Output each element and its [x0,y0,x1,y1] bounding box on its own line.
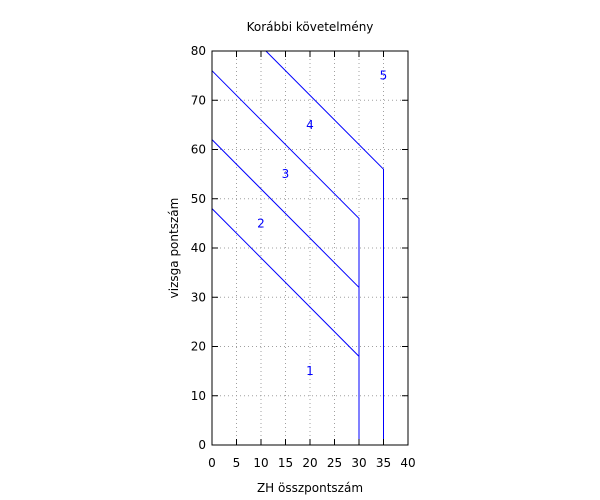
boundary-line-3 [211,70,360,445]
y-tick-label: 50 [191,192,206,206]
x-tick-label: 30 [351,456,366,470]
x-axis-label: ZH összpontszám [257,481,363,495]
y-tick-label: 70 [191,93,206,107]
grade-labels: 1 2 3 4 5 [257,69,387,379]
y-tick-label: 40 [191,241,206,255]
grade-label-4: 4 [306,118,314,132]
boundary-line-1 [211,208,360,445]
grid-lines [212,51,408,445]
x-tick-label: 20 [302,456,317,470]
y-tick-label: 60 [191,143,206,157]
y-tick-label: 80 [191,44,206,58]
x-tick-label: 40 [400,456,415,470]
chart-title: Korábbi követelmény [247,20,374,34]
y-tick-label: 0 [198,438,206,452]
x-tick-label: 35 [376,456,391,470]
x-tick-label: 10 [253,456,268,470]
grade-label-5: 5 [380,69,388,83]
x-tick-label: 5 [233,456,241,470]
grade-label-3: 3 [282,167,290,181]
y-tick-label: 20 [191,340,206,354]
series-lines [211,50,384,445]
x-tick-label: 0 [208,456,216,470]
grade-label-2: 2 [257,216,265,230]
y-axis-label: vizsga pontszám [167,198,181,299]
grade-label-1: 1 [306,364,314,378]
y-tick-label: 10 [191,389,206,403]
x-tick-label: 15 [278,456,293,470]
boundary-line-4 [265,50,384,445]
x-tick-label: 25 [327,456,342,470]
y-tick-label: 30 [191,290,206,304]
